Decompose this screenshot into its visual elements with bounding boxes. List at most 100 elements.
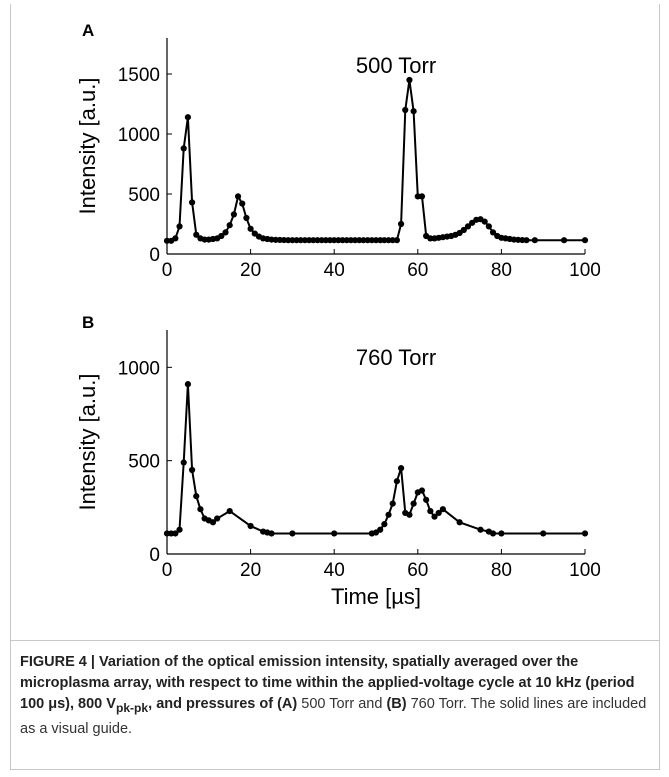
panel-b-data-point: [184, 381, 191, 388]
panel-a-x-tick-label: 100: [569, 260, 601, 281]
panel-b-data-point: [385, 511, 392, 518]
panel-b-data-point: [377, 526, 384, 533]
panel-b-data-point: [439, 506, 446, 513]
figure-caption: FIGURE 4 | Variation of the optical emis…: [20, 652, 648, 740]
panel-b-data-point: [209, 519, 217, 526]
panel-a-x-tick-label: 40: [324, 260, 345, 281]
panel-b-data-point: [331, 530, 338, 537]
caption-plain-text: The solid lines are included as a visual…: [20, 696, 647, 737]
panel-b-data-point: [581, 530, 589, 537]
panel-a-data-point: [410, 108, 417, 115]
panel-b-data-point: [180, 459, 187, 466]
panel-a-letter: A: [82, 21, 94, 40]
panel-a-data-point: [247, 225, 254, 232]
panel-a-data-point: [230, 211, 237, 218]
panel-b-data-point: [214, 515, 221, 522]
panel-b-y-axis-label: Intensity [a.u.]: [75, 374, 100, 511]
panel-a-data-point: [243, 214, 250, 222]
panel-a-data-point: [418, 193, 426, 200]
panel-b-data-point: [489, 530, 497, 537]
caption-text-500: 500 Torr and: [297, 696, 387, 712]
panel-b-data-point: [268, 530, 275, 537]
panel-a-data-point: [188, 199, 196, 206]
panel-b-data-point: [188, 466, 196, 474]
panel-b-x-tick-label: 80: [491, 560, 512, 581]
panel-b-data-point: [435, 509, 442, 517]
panel-a-y-tick-label: 0: [149, 245, 160, 266]
caption-label: FIGURE 4 |: [20, 654, 99, 670]
panel-a-y-tick-label: 1000: [118, 125, 160, 146]
panel-b-data-point: [193, 493, 200, 500]
panel-b-annotation: 760 Torr: [356, 345, 436, 370]
panel-a-data-point: [531, 237, 538, 244]
panel-a-data-point: [481, 218, 488, 225]
panel-b-data-point: [406, 511, 413, 518]
panel-b-data-point: [393, 478, 400, 485]
panel-a-data-point: [406, 76, 413, 84]
caption-bold-1: Variation of the optical emission intens…: [20, 654, 635, 712]
panel-b-x-tick-label: 60: [407, 560, 428, 581]
figure-plots: 0 20 40 60 80 100 0 500 1000 1500 Intensity [a.u.]…: [75, 21, 601, 609]
panel-a-x-tick-label: 60: [407, 260, 428, 281]
caption-bold-2: , and pressures of: [148, 696, 278, 712]
panel-b-data-point: [477, 526, 484, 533]
panel-a-data-point: [561, 237, 568, 244]
caption-panel-b-ref: (B): [386, 696, 407, 712]
panel-b-data-point: [247, 522, 254, 530]
panel-a-data-point: [581, 237, 589, 244]
panel-a-data-point: [176, 223, 183, 230]
panel-b-data-point: [498, 530, 505, 537]
panel-b-data-point: [431, 513, 438, 520]
panel-a-y-tick-label: 1500: [118, 65, 160, 86]
panel-a-y-tick-label: 500: [128, 185, 160, 206]
panel-b-x-tick-label: 0: [162, 560, 173, 581]
panel-a-series-line: [167, 79, 585, 242]
caption-subscript: pk-pk: [115, 700, 149, 715]
panel-a-data-point: [523, 237, 530, 244]
panel-a-data-point: [402, 106, 409, 114]
panel-a-data-point: [485, 223, 492, 230]
panel-b-x-axis-label: Time [µs]: [331, 584, 421, 609]
panel-a-data-point: [218, 232, 225, 240]
panel-b-data-point: [197, 506, 204, 513]
caption-text-760: 760 Torr.: [406, 696, 467, 712]
panel-b-data-point: [176, 526, 183, 533]
panel-a-annotation: 500 Torr: [356, 53, 436, 78]
panel-a-data-point: [222, 229, 229, 236]
panel-b-data-point: [410, 500, 417, 507]
panel-a-data-point: [226, 222, 233, 229]
panel-b-data-point: [172, 530, 179, 537]
panel-b-x-tick-label: 100: [569, 560, 601, 581]
panel-a-data-point: [180, 145, 187, 152]
panel-a-data-point: [464, 223, 472, 230]
panel-b-y-tick-label: 1000: [118, 358, 160, 379]
panel-a-data-point: [234, 193, 242, 200]
panel-a-data-point: [239, 200, 246, 207]
panel-b-data-point: [540, 530, 547, 537]
panel-b-y-tick-label: 500: [128, 452, 160, 473]
panel-b-letter: B: [82, 313, 94, 332]
panel-a-y-axis-label: Intensity [a.u.]: [75, 78, 100, 215]
panel-b-data-point: [389, 500, 396, 507]
panel-a-x-tick-label: 20: [240, 260, 261, 281]
panel-b-data-point: [289, 530, 296, 537]
panel-b-data-point: [456, 519, 463, 526]
panel-a-data-point: [193, 231, 200, 238]
panel-b-data-point: [427, 507, 434, 515]
panel-b-y-tick-label: 0: [149, 545, 160, 566]
caption-divider: [10, 640, 660, 641]
panel-b-data-point: [397, 465, 405, 472]
panel-b-data-point: [226, 507, 233, 515]
panel-b-x-tick-label: 40: [324, 560, 345, 581]
panel-a-data-point: [397, 220, 405, 228]
figure-frame: [10, 4, 660, 770]
caption-panel-a-ref: (A): [277, 696, 298, 712]
panel-a-data-point: [172, 235, 179, 242]
panel-a-data-point: [393, 237, 400, 244]
panel-a-data-point: [460, 226, 467, 234]
panel-a-x-tick-label: 80: [491, 260, 512, 281]
panel-a-x-tick-label: 0: [162, 260, 173, 281]
panel-b-x-tick-label: 20: [240, 560, 261, 581]
panel-a-data-point: [184, 114, 191, 121]
panel-b-data-point: [418, 487, 426, 494]
